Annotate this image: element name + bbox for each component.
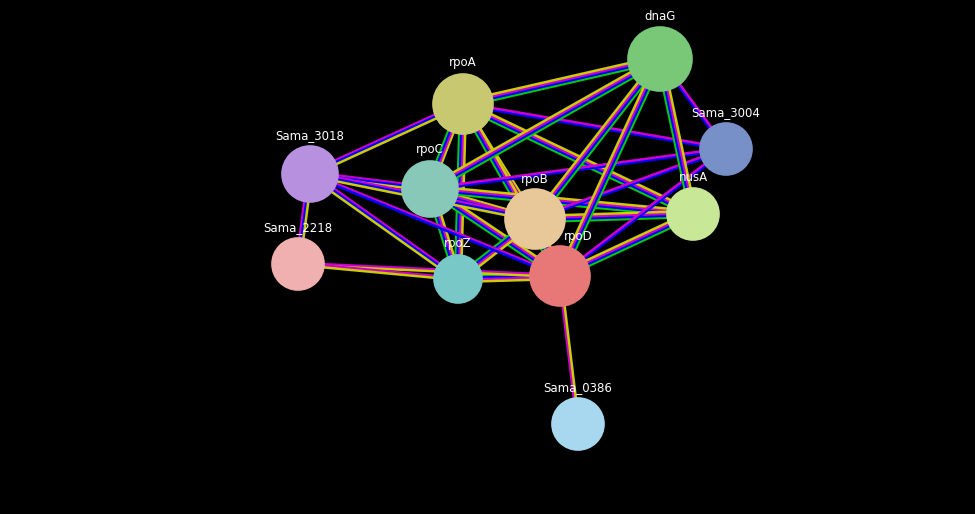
Circle shape bbox=[505, 189, 565, 249]
Text: nusA: nusA bbox=[679, 171, 708, 184]
Circle shape bbox=[433, 74, 493, 134]
Circle shape bbox=[402, 161, 458, 217]
Text: dnaG: dnaG bbox=[644, 10, 676, 23]
Circle shape bbox=[530, 246, 590, 306]
Text: Sama_2218: Sama_2218 bbox=[263, 221, 332, 234]
Text: rpoA: rpoA bbox=[449, 56, 477, 69]
Text: Sama_0386: Sama_0386 bbox=[544, 381, 612, 394]
Circle shape bbox=[552, 398, 604, 450]
Circle shape bbox=[282, 146, 338, 202]
Text: rpoB: rpoB bbox=[521, 173, 549, 186]
Circle shape bbox=[434, 255, 482, 303]
Text: rpoZ: rpoZ bbox=[445, 237, 472, 250]
Circle shape bbox=[272, 238, 324, 290]
Text: rpoC: rpoC bbox=[416, 143, 444, 156]
Text: Sama_3018: Sama_3018 bbox=[276, 129, 344, 142]
Text: Sama_3004: Sama_3004 bbox=[691, 106, 760, 119]
Circle shape bbox=[700, 123, 752, 175]
Circle shape bbox=[667, 188, 719, 240]
Text: rpoD: rpoD bbox=[564, 230, 593, 243]
Circle shape bbox=[628, 27, 692, 91]
